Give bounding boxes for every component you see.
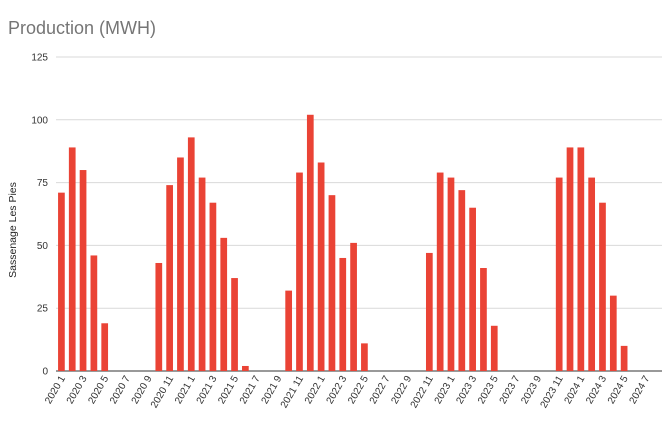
bar (285, 290, 293, 371)
bar (328, 195, 336, 371)
y-tick-label: 125 (31, 53, 48, 64)
x-tick-label: 2024 7 (628, 374, 653, 406)
bar (339, 257, 347, 371)
bar (79, 170, 87, 371)
bar (198, 177, 206, 371)
bar (425, 252, 433, 371)
bar (555, 177, 563, 371)
chart-title: Production (MWH) (8, 18, 157, 38)
bar (620, 345, 628, 371)
bar (58, 192, 65, 371)
bar (177, 157, 184, 371)
bar (566, 147, 574, 371)
bar (101, 323, 109, 371)
y-tick-label: 0 (42, 367, 48, 378)
bar (469, 207, 476, 371)
y-tick-label: 50 (37, 241, 49, 252)
bar (166, 185, 173, 371)
bar (68, 147, 76, 371)
bar (599, 202, 606, 371)
bar (458, 190, 466, 371)
bars (58, 114, 628, 371)
y-tick-label: 75 (37, 178, 49, 189)
bar (306, 114, 314, 371)
bar (588, 177, 596, 371)
bar (350, 242, 357, 371)
bar (155, 262, 163, 371)
bar (220, 237, 228, 371)
bar (490, 325, 498, 371)
y-tick-label: 100 (31, 115, 48, 126)
bar (480, 268, 487, 371)
bar (209, 202, 217, 371)
y-tick-labels: 0 25 50 75 100 125 (31, 53, 48, 378)
bar (296, 172, 303, 371)
bar (187, 137, 195, 371)
bar (447, 177, 455, 371)
y-tick-label: 25 (37, 304, 49, 315)
bar (609, 295, 617, 371)
y-axis-label: Sassenage Les Pies (7, 182, 19, 278)
bar (361, 343, 368, 371)
bar (436, 172, 444, 371)
bar (317, 162, 325, 371)
bar (231, 278, 238, 371)
bar (90, 255, 98, 371)
bar (577, 147, 585, 371)
bar (242, 365, 249, 371)
